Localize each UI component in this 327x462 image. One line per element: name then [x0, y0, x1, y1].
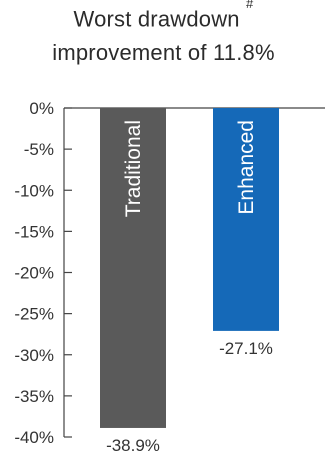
bar-value-label: -38.9%: [106, 436, 160, 455]
bar-value-label: -27.1%: [219, 339, 273, 358]
bars: Traditional -38.9% Enhanced -27.1%: [100, 108, 279, 455]
bar-enhanced: [213, 108, 279, 331]
bar-category-label: Traditional: [122, 120, 145, 217]
title-footnote-marker: #: [246, 0, 254, 11]
chart-title-text: Worst drawdown: [73, 6, 240, 32]
y-tick-label: -5%: [24, 140, 54, 159]
y-tick-label: -15%: [14, 222, 54, 241]
y-tick-label: -10%: [14, 181, 54, 200]
chart-title-line-2: improvement of 11.8%: [52, 40, 275, 65]
bar-traditional: [100, 108, 166, 428]
y-tick-label: -20%: [14, 264, 54, 283]
y-tick-label: -40%: [14, 428, 54, 447]
chart-title-line-1: Worst drawdown #: [0, 0, 327, 32]
y-tick-label: -25%: [14, 305, 54, 324]
y-tick-label: 0%: [29, 99, 54, 118]
y-tick-label: -35%: [14, 387, 54, 406]
bar-category-label: Enhanced: [235, 120, 258, 215]
y-tick-label: -30%: [14, 346, 54, 365]
y-axis: 0% -5% -10% -15% -20% -25% -30% -35% -40%: [14, 99, 325, 447]
